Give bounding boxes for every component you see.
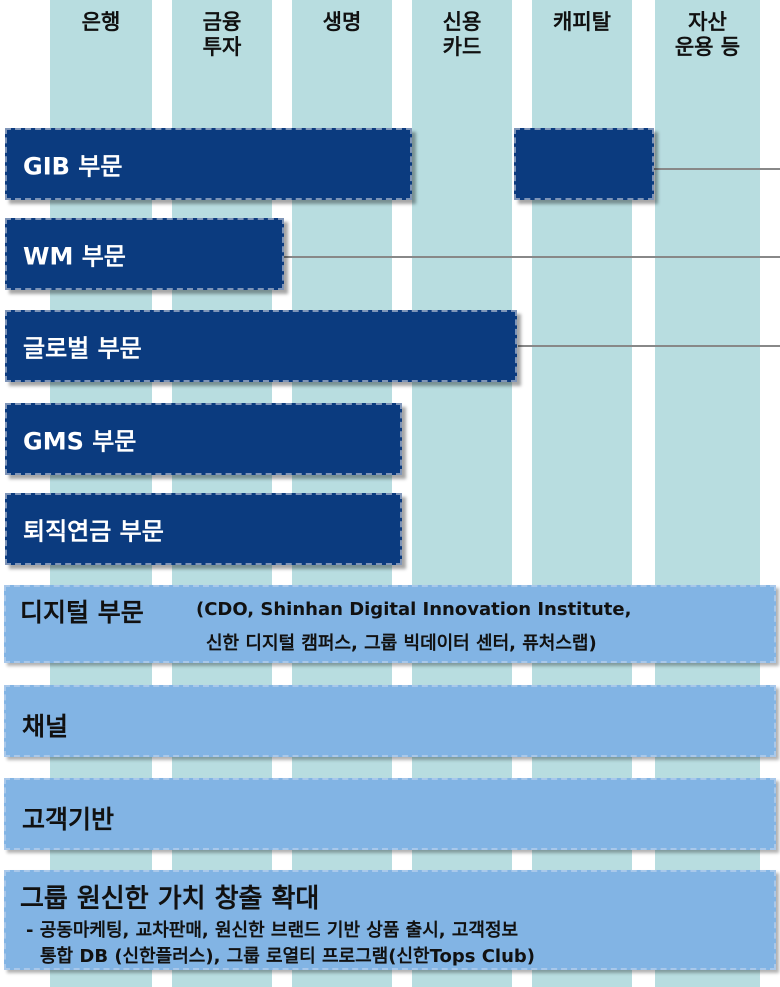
- wide-bar: 고객기반: [4, 778, 776, 850]
- division-bar: [514, 128, 654, 200]
- connector-line: [654, 168, 780, 170]
- group-bar: 그룹 원신한 가치 창출 확대 - 공동마케팅, 교차판매, 원신한 브랜드 기반…: [4, 870, 776, 970]
- digital-title: 디지털 부문: [20, 598, 144, 627]
- division-label: GMS 부문: [23, 427, 137, 456]
- digital-detail: (CDO, Shinhan Digital Innovation Institu…: [196, 599, 632, 620]
- division-label: WM 부문: [23, 242, 126, 271]
- division-bar: 퇴직연금 부문: [5, 493, 402, 565]
- group-title: 그룹 원신한 가치 창출 확대: [20, 884, 320, 914]
- column-header: 캐피탈: [553, 10, 611, 34]
- division-bar: GIB 부문: [5, 128, 412, 200]
- group-line: 통합 DB (신한플러스), 그룹 로열티 프로그램(신한Tops Club): [40, 946, 536, 967]
- column-header: 생명: [322, 10, 362, 34]
- group-line: - 공동마케팅, 교차판매, 원신한 브랜드 기반 상품 출시, 고객정보: [26, 920, 519, 941]
- division-bar: 글로벌 부문: [5, 310, 517, 382]
- connector-line: [518, 345, 780, 347]
- division-label: 글로벌 부문: [23, 334, 142, 363]
- division-bar: GMS 부문: [5, 403, 402, 475]
- division-bar: WM 부문: [5, 218, 284, 290]
- wide-bar: 채널: [4, 685, 776, 757]
- division-label: GIB 부문: [23, 152, 123, 181]
- wide-bar-label: 고객기반: [22, 805, 115, 834]
- column-header: 신용 카드: [442, 10, 482, 59]
- column-header: 금융 투자: [202, 10, 242, 59]
- column-header: 자산 운용 등: [674, 10, 741, 59]
- column-header: 은행: [81, 10, 121, 34]
- wide-bar-label: 채널: [22, 712, 69, 741]
- division-label: 퇴직연금 부문: [23, 517, 164, 546]
- digital-detail: 신한 디지털 캠퍼스, 그룹 빅데이터 센터, 퓨처스랩): [206, 633, 597, 654]
- connector-line: [283, 256, 780, 258]
- digital-bar: 디지털 부문 (CDO, Shinhan Digital Innovation I…: [4, 585, 776, 663]
